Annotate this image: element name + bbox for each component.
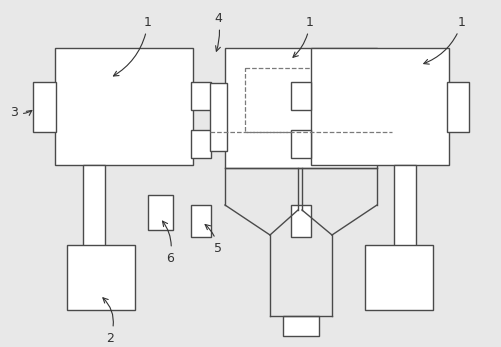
Text: 1: 1 <box>293 16 314 57</box>
Text: 3: 3 <box>10 105 32 118</box>
Bar <box>394 165 416 247</box>
Bar <box>55 48 193 165</box>
Bar <box>291 130 311 158</box>
Bar <box>83 165 105 247</box>
Bar <box>191 82 211 110</box>
Bar <box>291 82 311 110</box>
Bar <box>191 130 211 158</box>
Bar <box>365 245 433 310</box>
Bar <box>33 82 56 132</box>
Bar <box>148 195 173 230</box>
Bar <box>447 82 469 132</box>
Text: 4: 4 <box>214 11 222 51</box>
Text: 1: 1 <box>424 16 466 64</box>
Bar <box>283 316 319 336</box>
Bar <box>375 83 392 151</box>
Bar <box>191 205 211 237</box>
Bar <box>67 245 135 310</box>
Text: 6: 6 <box>162 221 174 264</box>
Text: 1: 1 <box>113 16 152 76</box>
Bar <box>210 83 227 151</box>
Text: 2: 2 <box>103 298 114 345</box>
Bar <box>311 48 449 165</box>
Text: 5: 5 <box>205 225 222 254</box>
Bar <box>245 68 355 132</box>
Bar <box>225 48 377 168</box>
Bar <box>291 205 311 237</box>
